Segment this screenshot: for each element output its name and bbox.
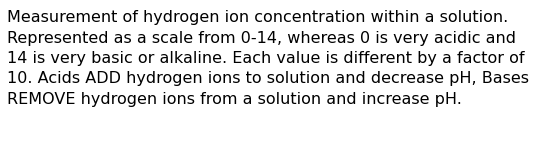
Text: Measurement of hydrogen ion concentration within a solution.
Represented as a sc: Measurement of hydrogen ion concentratio… — [7, 10, 528, 107]
